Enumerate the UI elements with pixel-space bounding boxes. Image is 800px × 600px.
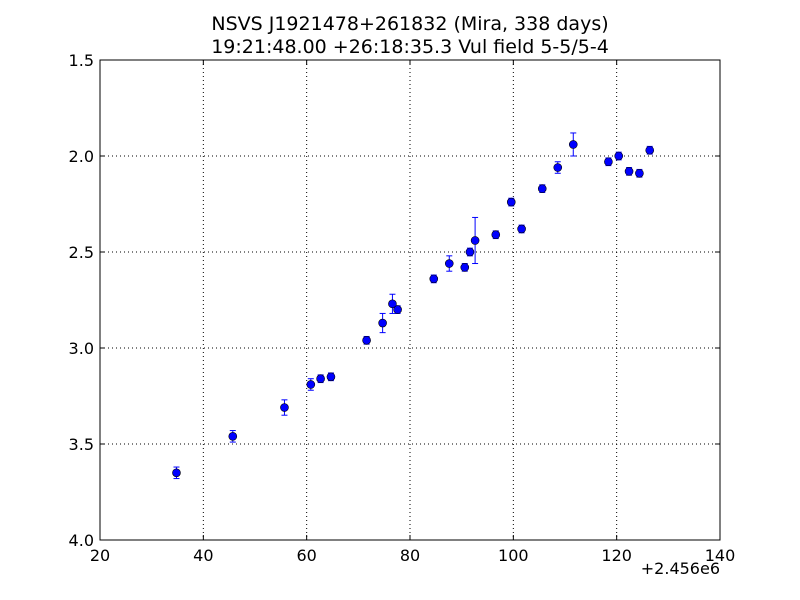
data-point — [172, 466, 181, 480]
data-point-marker — [470, 236, 480, 245]
data-point-marker — [362, 336, 371, 345]
data-point — [537, 184, 547, 193]
y-tick-label: 3.5 — [69, 435, 94, 454]
data-point-marker — [393, 305, 402, 314]
data-point-marker — [316, 374, 325, 384]
data-point — [568, 132, 578, 157]
data-point-marker — [378, 318, 387, 328]
y-tick-labels: 1.5 2.0 2.5 3.0 3.5 4.0 — [69, 51, 94, 550]
x-tick-labels: 20 40 60 80 100 120 140 — [90, 546, 735, 565]
data-point — [362, 335, 371, 345]
data-point — [553, 161, 563, 174]
data-point-marker — [172, 468, 181, 478]
data-point — [228, 430, 238, 443]
x-axis-offset-label: +2.456e6 — [641, 559, 720, 578]
y-tick-label: 2.0 — [69, 147, 94, 166]
x-tick-label: 100 — [498, 546, 529, 565]
data-point — [444, 255, 454, 272]
x-tick-label: 20 — [90, 546, 110, 565]
data-point — [635, 168, 644, 178]
data-point-marker — [491, 230, 501, 240]
data-point — [378, 312, 387, 334]
data-point-marker — [553, 163, 563, 172]
data-point — [393, 305, 402, 314]
data-point-marker — [635, 168, 644, 178]
data-points — [172, 132, 655, 480]
data-point-marker — [326, 372, 336, 382]
data-point-marker — [429, 274, 439, 284]
data-point-marker — [465, 247, 475, 257]
data-point-marker — [614, 151, 624, 161]
data-point-marker — [568, 140, 578, 149]
y-tick-label: 3.0 — [69, 339, 94, 358]
data-point — [429, 274, 439, 284]
data-point-marker — [604, 157, 613, 167]
data-point — [388, 293, 397, 314]
chart-title: NSVS J1921478+261832 (Mira, 338 days) — [211, 13, 608, 35]
data-point — [491, 230, 501, 240]
data-point-marker — [624, 167, 634, 176]
x-tick-label: 140 — [705, 546, 736, 565]
data-point-marker — [228, 432, 238, 441]
y-tick-label: 2.5 — [69, 243, 94, 262]
data-point-marker — [537, 184, 547, 193]
chart-subtitle: 19:21:48.00 +26:18:35.3 Vul field 5-5/5-… — [211, 36, 609, 58]
data-point — [517, 224, 526, 234]
data-point — [470, 216, 480, 265]
data-point — [460, 263, 470, 272]
data-point — [604, 157, 613, 167]
x-tick-label: 60 — [296, 546, 316, 565]
y-tick-label: 1.5 — [69, 51, 94, 70]
y-tick-label: 4.0 — [69, 531, 94, 550]
data-point — [645, 145, 655, 155]
data-point-marker — [280, 403, 289, 412]
data-point-marker — [645, 145, 655, 155]
data-point-marker — [460, 263, 470, 272]
data-point-marker — [506, 197, 516, 207]
plot-area-frame — [99, 59, 721, 541]
x-tick-label: 40 — [193, 546, 213, 565]
x-tick-label: 80 — [400, 546, 420, 565]
data-point — [506, 197, 516, 207]
x-tick-label: 120 — [601, 546, 632, 565]
data-point — [326, 372, 336, 382]
data-point — [306, 378, 316, 391]
data-point — [316, 374, 325, 384]
data-point — [614, 151, 624, 161]
data-point-marker — [444, 259, 454, 268]
data-point — [624, 167, 634, 176]
data-point-marker — [388, 299, 397, 309]
data-point — [465, 247, 475, 257]
data-point — [280, 399, 289, 416]
data-point-marker — [306, 380, 316, 389]
data-point-marker — [517, 224, 526, 234]
